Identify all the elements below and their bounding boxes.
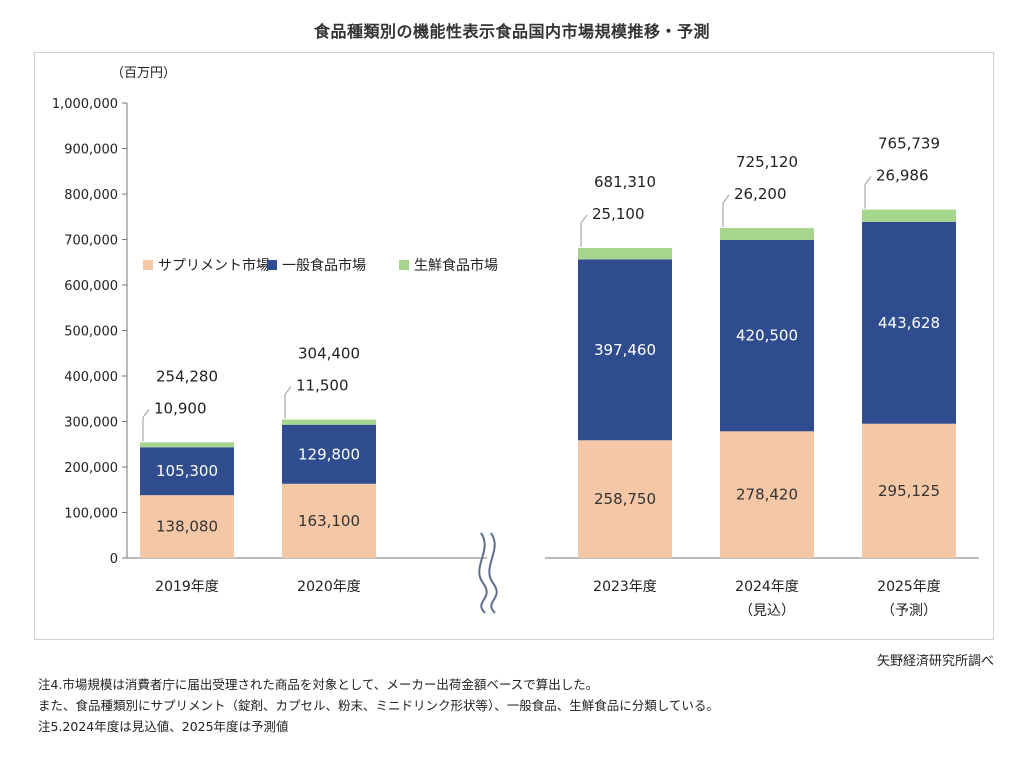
source-credit: 矢野経済研究所調べ [876, 654, 994, 669]
bar-segment [720, 431, 814, 558]
x-tick-label: 2024年度 [735, 579, 799, 595]
leader-line [284, 386, 292, 419]
y-tick-label: 0 [110, 552, 118, 567]
bar-segment [720, 228, 814, 240]
y-tick-label: 200,000 [64, 461, 118, 476]
bar-segment [282, 419, 376, 425]
y-tick-label: 300,000 [64, 416, 118, 431]
chart-title: 食品種類別の機能性表示食品国内市場規模推移・予測 [313, 22, 710, 41]
legend-label: 生鮮食品市場 [414, 257, 498, 274]
y-tick-label: 400,000 [64, 370, 118, 385]
y-tick-label: 800,000 [64, 188, 118, 203]
x-tick-label: 2019年度 [155, 579, 219, 595]
x-tick-label: 2025年度 [877, 579, 941, 595]
bar-segment [862, 423, 956, 558]
total-label: 681,310 [594, 173, 656, 191]
legend-swatch [267, 260, 277, 270]
y-axis-unit: （百万円） [111, 66, 176, 81]
x-tick-label: 2023年度 [593, 579, 657, 595]
bar-segment [140, 495, 234, 558]
data-label: 26,200 [734, 185, 787, 203]
footnote-line: 注5.2024年度は見込値、2025年度は予測値 [38, 719, 289, 734]
bar-segment [862, 221, 956, 424]
y-tick-label: 1,000,000 [52, 97, 118, 112]
legend-swatch [399, 260, 409, 270]
footnotes: 注4.市場規模は消費者庁に届出受理された商品を対象として、メーカー出荷金額ベース… [38, 674, 719, 737]
data-label: 443,628 [878, 314, 940, 332]
bar-segment [578, 259, 672, 441]
bar-segment [720, 239, 814, 432]
bar-segment [282, 483, 376, 558]
total-label: 304,400 [298, 344, 360, 362]
bar-segment [140, 442, 234, 448]
chart-frame: （百万円） 0 100,000 200,000 300,000 400,000 500,00… [34, 52, 994, 640]
bar-segment [578, 248, 672, 260]
total-label: 725,120 [736, 153, 798, 171]
legend-label: サプリメント市場 [158, 257, 270, 274]
data-label: 420,500 [736, 327, 798, 345]
data-label: 163,100 [298, 512, 360, 530]
data-label: 397,460 [594, 341, 656, 359]
leader-line [864, 176, 872, 209]
y-tick-label: 600,000 [64, 279, 118, 294]
leader-line [722, 194, 730, 228]
data-label: 295,125 [878, 482, 940, 500]
legend-label: 一般食品市場 [282, 257, 366, 274]
bar-segment [862, 209, 956, 222]
bar-segment [282, 424, 376, 484]
leader-line [580, 214, 588, 248]
bar-segment [140, 447, 234, 496]
data-label: 26,986 [876, 167, 929, 185]
stacked-bar-chart: （百万円） 0 100,000 200,000 300,000 400,000 500,00… [52, 66, 979, 619]
y-tick-label: 500,000 [64, 325, 118, 340]
x-tick-sublabel: （見込） [739, 603, 795, 619]
x-tick-sublabel: （予測） [881, 603, 937, 619]
data-label: 25,100 [592, 205, 645, 223]
data-label: 258,750 [594, 490, 656, 508]
data-label: 129,800 [298, 445, 360, 463]
y-tick-label: 900,000 [64, 143, 118, 158]
legend-swatch [143, 260, 153, 270]
total-label: 765,739 [878, 135, 940, 153]
bar-segment [578, 440, 672, 558]
data-label: 10,900 [154, 399, 207, 417]
total-label: 254,280 [156, 367, 218, 385]
footnote-line: 注4.市場規模は消費者庁に届出受理された商品を対象として、メーカー出荷金額ベース… [38, 677, 599, 692]
y-tick-label: 100,000 [64, 507, 118, 522]
data-label: 105,300 [156, 462, 218, 480]
x-tick-label: 2020年度 [297, 579, 361, 595]
axis-break-mark [478, 532, 488, 614]
data-label: 138,080 [156, 518, 218, 536]
axis-break-mark [488, 532, 498, 614]
data-label: 278,420 [736, 486, 798, 504]
leader-line [142, 409, 150, 442]
data-label: 11,500 [296, 376, 349, 394]
y-tick-label: 700,000 [64, 234, 118, 249]
footnote-line: また、食品種類別にサプリメント（錠剤、カプセル、粉末、ミニドリンク形状等）、一般… [38, 698, 719, 713]
